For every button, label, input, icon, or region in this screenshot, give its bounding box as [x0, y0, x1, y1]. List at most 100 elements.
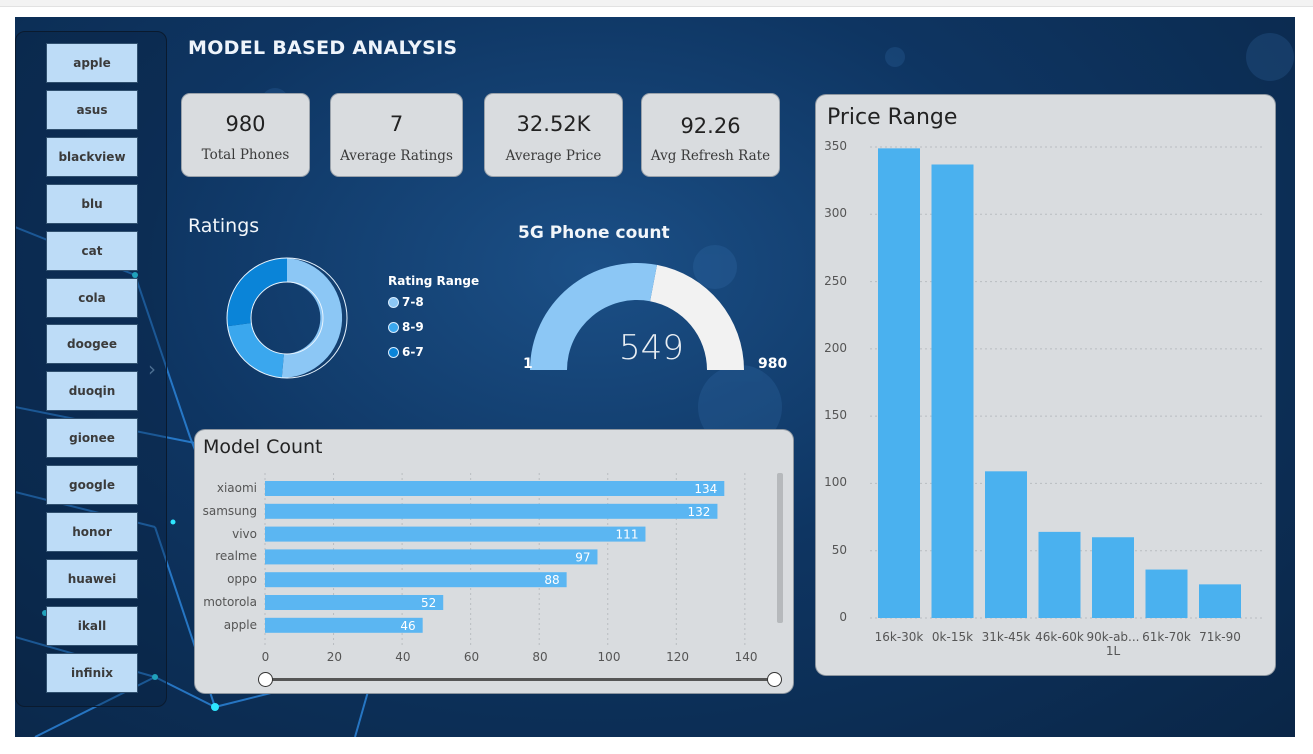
x-tick-label: 120 [666, 650, 690, 664]
donut-slice-8-9[interactable] [227, 323, 284, 378]
legend-title: Rating Range [388, 274, 480, 288]
price-range-title: Price Range [827, 105, 958, 130]
gauge-value-arc [530, 263, 657, 370]
legend-item-8-9[interactable]: 8-9 [388, 320, 424, 334]
slicer-item-honor[interactable]: honor [46, 512, 138, 552]
bar-vivo[interactable] [265, 526, 646, 542]
range-slider-start-handle[interactable] [258, 672, 273, 687]
legend-label: 8-9 [402, 320, 424, 334]
slicer-item-duoqin[interactable]: duoqin [46, 371, 138, 411]
model-count-panel: Model Count xiaomi samsung vivo realme oppo m… [195, 430, 793, 693]
category-label-motorola: motorola [203, 595, 257, 609]
slicer-item-label: honor [72, 525, 112, 539]
page-title: MODEL BASED ANALYSIS [188, 37, 458, 59]
kpi-card-average-price: 32.52K Average Price [485, 94, 622, 176]
5g-gauge-chart[interactable] [530, 255, 760, 375]
data-label: 111 [616, 528, 639, 542]
range-slider-end-handle[interactable] [767, 672, 782, 687]
category-label-31k-45k: 31k-45k [981, 630, 1031, 644]
kpi-value: 7 [389, 112, 404, 136]
slicer-item-doogee[interactable]: doogee [46, 324, 138, 364]
bar-16k-30k[interactable] [878, 148, 920, 619]
slicer-item-google[interactable]: google [46, 465, 138, 505]
category-label-16k-30k: 16k-30k [874, 630, 924, 644]
model-count-title: Model Count [203, 436, 323, 458]
y-tick-label: 250 [824, 273, 847, 288]
slicer-item-cola[interactable]: cola [46, 278, 138, 318]
gauge-title: 5G Phone count [518, 223, 670, 243]
donut-slice-7-8[interactable] [281, 258, 343, 378]
bar-realme[interactable] [265, 549, 598, 565]
range-slider-track[interactable] [265, 678, 775, 681]
kpi-label: Avg Refresh Rate [650, 148, 771, 164]
slicer-item-label: infinix [71, 666, 113, 680]
gauge-min-label: 1 [523, 356, 533, 372]
category-sublabel: 1L [1105, 644, 1121, 658]
x-tick-label: 60 [463, 650, 480, 664]
legend-dot [388, 321, 399, 333]
y-tick-label: 50 [831, 542, 847, 557]
bar-46k-60k[interactable] [1038, 531, 1081, 618]
category-label-0k-15k: 0k-15k [931, 630, 974, 644]
x-tick-label: 140 [734, 650, 758, 664]
slicer-item-gionee[interactable]: gionee [46, 418, 138, 458]
model-count-scrollbar[interactable] [777, 473, 783, 623]
slicer-item-blu[interactable]: blu [46, 184, 138, 224]
chevron-right-icon[interactable]: › [148, 357, 156, 381]
y-tick-label: 200 [824, 340, 847, 355]
legend-label: 7-8 [402, 295, 424, 309]
y-tick-label: 100 [824, 475, 847, 490]
legend-item-6-7[interactable]: 6-7 [388, 345, 424, 359]
slicer-item-label: doogee [67, 337, 117, 351]
bar-31k-45k[interactable] [985, 471, 1027, 618]
kpi-label: Average Price [505, 148, 602, 164]
slicer-item-cat[interactable]: cat [46, 231, 138, 271]
slicer-item-infinix[interactable]: infinix [46, 653, 138, 693]
x-tick-label: 40 [395, 650, 411, 664]
slicer-item-label: google [69, 478, 115, 492]
x-tick-label: 100 [597, 650, 621, 664]
category-label-apple: apple [223, 617, 257, 632]
slicer-item-apple[interactable]: apple [46, 43, 138, 83]
data-label: 134 [694, 482, 717, 496]
category-label-71k-90: 71k-90 [1199, 630, 1241, 644]
category-label-61k-70k: 61k-70k [1142, 630, 1191, 644]
top-toolbar-strip [0, 0, 1313, 7]
legend-dot [388, 296, 399, 308]
data-label: 46 [400, 619, 415, 633]
slicer-item-label: duoqin [68, 384, 116, 398]
slicer-item-label: apple [73, 56, 111, 70]
category-label-vivo: vivo [232, 526, 257, 541]
bar-xiaomi[interactable] [265, 481, 725, 496]
y-tick-label: 0 [839, 610, 847, 624]
category-label-xiaomi: xiaomi [216, 481, 257, 495]
bar-oppo[interactable] [265, 572, 567, 588]
slicer-item-label: blu [81, 197, 103, 211]
legend-item-7-8[interactable]: 7-8 [388, 295, 424, 309]
gauge-value: 549 [619, 328, 684, 368]
slicer-item-huawei[interactable]: huawei [46, 559, 138, 599]
x-tick-label: 80 [532, 650, 548, 664]
slicer-item-asus[interactable]: asus [46, 90, 138, 130]
bar-61k-70k[interactable] [1145, 569, 1188, 618]
ratings-donut-chart[interactable] [223, 254, 353, 384]
y-tick-label: 150 [824, 408, 847, 423]
gauge-max-label: 980 [758, 356, 788, 372]
slicer-item-blackview[interactable]: blackview [46, 137, 138, 177]
kpi-card-avg-refresh-rate: 92.26 Avg Refresh Rate [642, 94, 779, 176]
category-label-90k-ab: 90k-ab... [1086, 630, 1140, 644]
bar-motorola[interactable] [265, 595, 444, 610]
donut-slice-6-7[interactable] [227, 258, 287, 327]
bar-apple[interactable] [265, 617, 423, 633]
bar-90k-ab[interactable] [1092, 537, 1134, 618]
bar-0k-15k[interactable] [931, 164, 974, 618]
bar-71k-90[interactable] [1199, 584, 1241, 618]
y-tick-label: 350 [824, 139, 847, 153]
bar-samsung[interactable] [265, 503, 718, 519]
slicer-item-ikall[interactable]: ikall [46, 606, 138, 646]
category-label-46k-60k: 46k-60k [1035, 630, 1084, 644]
price-range-panel: Price Range 0 50 100 150 200 250 300 350 16k-30… [816, 95, 1275, 675]
data-label: 97 [575, 550, 590, 564]
slicer-item-label: asus [76, 103, 108, 117]
data-label: 88 [544, 573, 559, 587]
